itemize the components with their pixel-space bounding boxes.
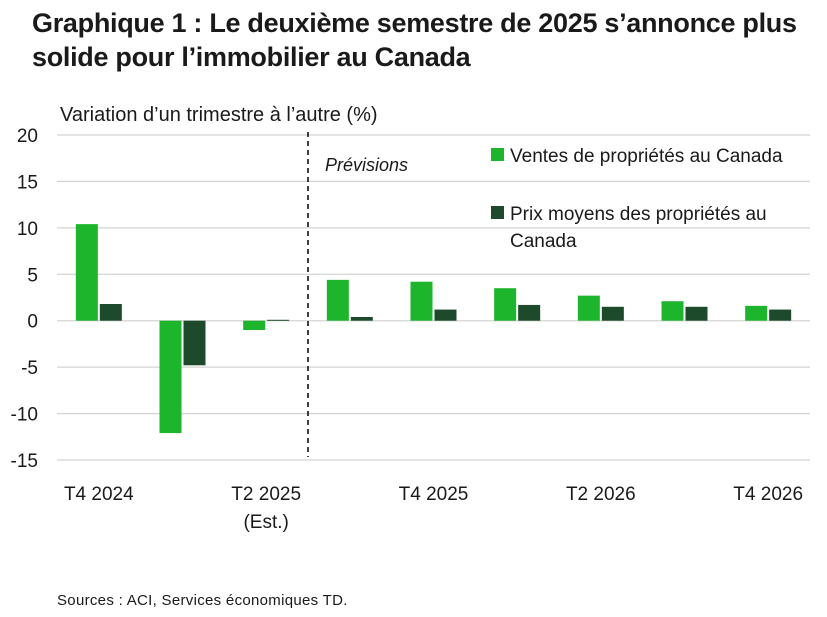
- y-tick-label: 20: [17, 126, 38, 147]
- price-bar: [434, 309, 457, 321]
- x-tick-label: T4 2026: [733, 484, 803, 505]
- sales-bar: [243, 320, 266, 330]
- y-axis-label: Variation d’un trimestre à l’autre (%): [60, 104, 378, 126]
- sales-bar: [494, 288, 517, 321]
- legend-label: Canada: [510, 231, 577, 252]
- sales-bar: [410, 281, 433, 321]
- price-bar: [601, 306, 624, 321]
- sales-bar: [159, 320, 182, 434]
- sales-bar: [745, 305, 768, 321]
- sales-bar: [577, 295, 600, 321]
- forecast-annotation: Prévisions: [325, 155, 408, 175]
- price-bar: [183, 320, 206, 366]
- sales-bar: [661, 301, 684, 321]
- sales-bar: [75, 224, 98, 321]
- x-tick-label: T2 2026: [566, 484, 636, 505]
- legend-label: Prix moyens des propriétés au: [510, 204, 767, 225]
- price-bar: [685, 306, 708, 321]
- x-tick-label: T4 2024: [64, 484, 134, 505]
- price-bar: [267, 319, 290, 321]
- chart-title: Graphique 1 : Le deuxième semestre de 20…: [32, 8, 797, 72]
- y-tick-label: -10: [11, 405, 38, 426]
- y-tick-label: -15: [11, 451, 38, 472]
- y-tick-label: 5: [27, 265, 38, 286]
- y-tick-label: 10: [17, 219, 38, 240]
- price-bar: [769, 309, 792, 321]
- y-tick-label: 15: [17, 172, 38, 193]
- legend-swatch: [491, 148, 504, 161]
- x-tick-label: T4 2025: [399, 484, 469, 505]
- legend-label: Ventes de propriétés au Canada: [510, 146, 783, 167]
- y-tick-label: -5: [21, 358, 38, 379]
- legend-swatch: [491, 206, 504, 219]
- price-bar: [99, 304, 122, 321]
- y-tick-label: 0: [27, 312, 38, 333]
- source-note: Sources : ACI, Services économiques TD.: [57, 592, 348, 609]
- price-bar: [518, 304, 541, 321]
- price-bar: [350, 317, 373, 321]
- x-tick-label: T2 2025: [231, 484, 301, 505]
- sales-bar: [326, 279, 349, 321]
- x-tick-label: (Est.): [243, 512, 288, 533]
